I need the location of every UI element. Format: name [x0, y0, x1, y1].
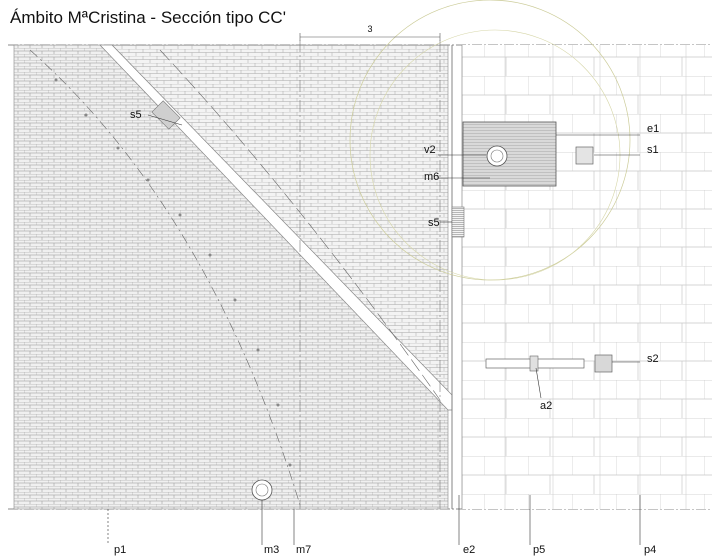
label-p4: p4 [644, 544, 656, 556]
label-s5-lower: s5 [428, 217, 440, 229]
paving-zone-p1 [13, 44, 449, 510]
utility-curve-2 [159, 49, 441, 401]
drain-plate-s5 [451, 206, 465, 238]
label-m3: m3 [264, 544, 279, 556]
label-e1: e1 [647, 123, 659, 135]
label-v2: v2 [424, 144, 436, 156]
manhole-m3 [251, 479, 273, 501]
dimension-label: 3 [367, 24, 372, 34]
tree-pit-e1 [462, 121, 557, 187]
label-p5: p5 [533, 544, 545, 556]
label-m6: m6 [424, 171, 439, 183]
label-e2: e2 [463, 544, 475, 556]
drawing-title: Ámbito MªCristina - Sección tipo CC' [10, 8, 286, 27]
sign-block-s2 [594, 354, 613, 373]
label-p1: p1 [114, 544, 126, 556]
label-s5-upper: s5 [130, 109, 142, 121]
label-m7: m7 [296, 544, 311, 556]
sign-block-s1 [575, 146, 594, 165]
utility-curve-1 [29, 49, 301, 506]
label-a2: a2 [540, 400, 552, 412]
label-s2: s2 [647, 353, 659, 365]
paving-zone-right [462, 45, 712, 509]
tree-v2 [486, 145, 508, 167]
label-s1: s1 [647, 144, 659, 156]
